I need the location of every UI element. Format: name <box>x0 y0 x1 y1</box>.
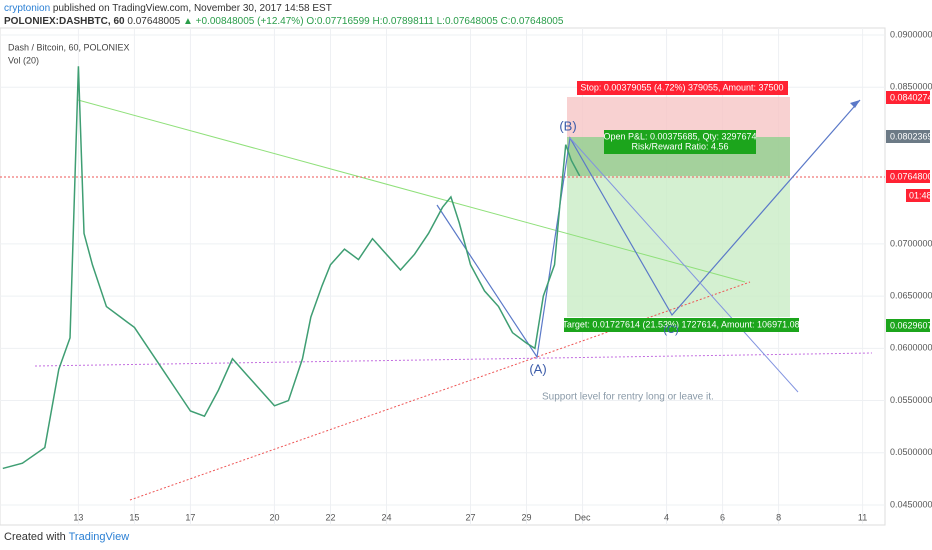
header: cryptonion published on TradingView.com,… <box>4 2 563 28</box>
created: Created with <box>4 531 66 543</box>
footer: Created with TradingView <box>4 531 129 543</box>
x-tick-label: 17 <box>185 512 195 522</box>
support-line <box>129 281 751 501</box>
author[interactable]: cryptonion <box>4 3 51 14</box>
x-tick-label: 22 <box>325 512 335 522</box>
target-label: Target: 0.01727614 (21.53%) 1727614, Amo… <box>562 319 799 329</box>
x-tick-label: 11 <box>858 512 867 522</box>
x-tick-label: 8 <box>776 512 781 522</box>
target-price: 0.06296076 <box>890 320 932 330</box>
wave-c: (C) <box>663 324 678 336</box>
target-price-box <box>886 319 930 332</box>
horizontal-support <box>34 352 873 367</box>
x-tick-label: Dec <box>575 512 592 522</box>
change: ▲ +0.00848005 (+12.47%) <box>182 16 304 27</box>
pnl-box <box>604 130 756 154</box>
x-tick-label: 29 <box>522 512 532 522</box>
plot-frame <box>0 27 886 526</box>
x-tick-label: 24 <box>381 512 391 522</box>
stop-price: 0.08402745 <box>890 92 932 102</box>
y-tick-label: 0.09000000 <box>890 29 932 39</box>
grid <box>0 28 885 525</box>
open-price-box <box>886 130 930 143</box>
chart: Dash / Bitcoin, 60, POLONIEX Vol (20) St… <box>0 27 932 526</box>
stop-box <box>577 81 788 95</box>
rr-label: Risk/Reward Ratio: 4.56 <box>631 141 728 151</box>
trend-line <box>77 99 746 283</box>
ohlc: O:0.07716599 H:0.07898111 L:0.07648005 C… <box>306 16 563 27</box>
last: 0.07648005 <box>127 16 181 27</box>
brand[interactable]: TradingView <box>68 531 130 543</box>
pnl-label: Open P&L: 0.00375685, Qty: 3297674 <box>603 131 756 141</box>
stop-label: Stop: 0.00379055 (4.72%) 379055, Amount:… <box>580 82 783 92</box>
x-tick-label: 15 <box>129 512 139 522</box>
x-tick-label: 13 <box>73 512 83 522</box>
volume-label: Vol (20) <box>8 55 39 65</box>
support-note: Support level for rentry long or leave i… <box>542 392 714 403</box>
x-tick-label: 20 <box>269 512 279 522</box>
price-line <box>2 66 581 470</box>
high: H:0.07898111 <box>372 16 434 27</box>
x-tick-label: 6 <box>720 512 725 522</box>
stop-price-box <box>886 91 930 104</box>
x-tick-label: 4 <box>664 512 669 522</box>
low: L:0.07648005 <box>436 16 498 27</box>
wave-a: (A) <box>529 361 546 376</box>
target-zone <box>567 176 790 317</box>
close: C:0.07648005 <box>500 16 564 27</box>
open: O:0.07716599 <box>306 16 370 27</box>
x-tick-label: 27 <box>465 512 475 522</box>
last-price: 0.07648005 <box>890 171 932 181</box>
arrow-head <box>850 100 860 108</box>
last-price-box <box>886 170 930 183</box>
countdown-box <box>906 189 930 202</box>
symbol: POLONIEX:DASHBTC, 60 <box>4 16 125 27</box>
countdown: 01:48 <box>909 190 932 200</box>
projection-line <box>569 137 799 393</box>
published: published on TradingView.com, November 3… <box>52 3 332 14</box>
chart-title: Dash / Bitcoin, 60, POLONIEX <box>8 42 130 52</box>
wave-b: (B) <box>559 118 576 133</box>
target-box <box>564 318 799 332</box>
